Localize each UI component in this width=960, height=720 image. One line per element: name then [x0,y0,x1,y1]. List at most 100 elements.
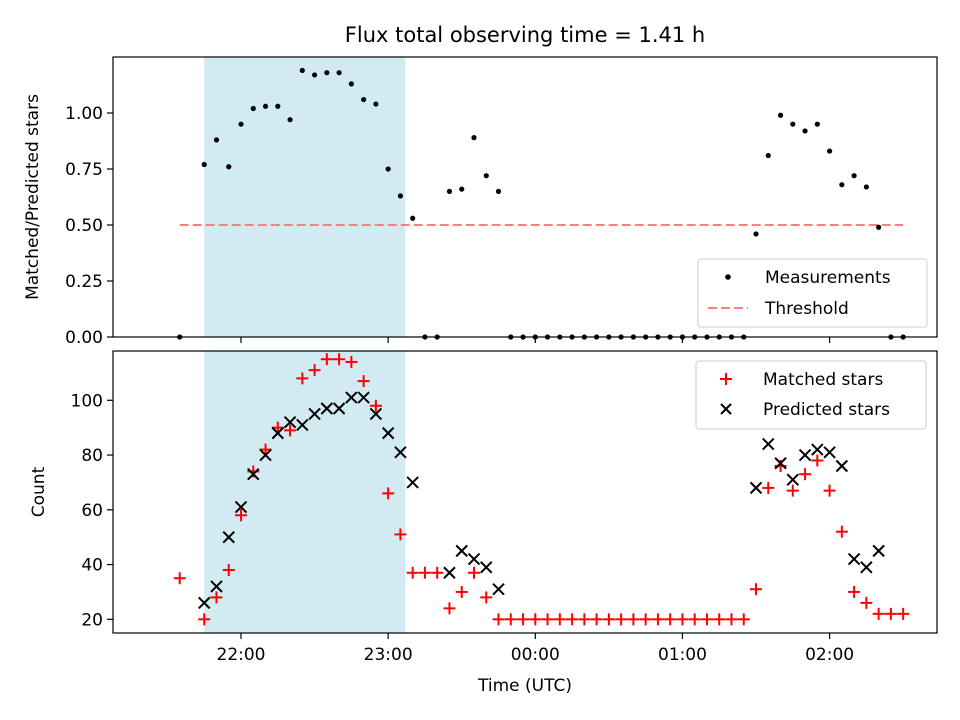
top-plot-frame [112,56,938,338]
matched-star-point [480,591,493,604]
measurement-point [287,117,293,123]
predicted-star-point [369,407,383,421]
predicted-star-point [234,500,248,514]
matched-star-point [639,613,652,626]
matched-star-point [676,613,689,626]
legend-measurements-marker [725,274,731,280]
matched-star-point [443,602,456,615]
measurement-point [213,137,220,143]
x-tick-label: 02:00 [805,645,854,665]
measurement-point [397,193,404,199]
matched-star-point [222,564,235,577]
measurement-point [299,67,305,74]
matched-star-point [713,613,726,626]
chart-title: Flux total observing time = 1.41 h [345,23,705,47]
measurement-point [802,128,808,134]
predicted-star-point [222,530,235,544]
predicted-star-point [247,467,260,481]
matched-star-point [872,607,885,620]
measurement-point [839,182,845,188]
matched-star-point [750,583,763,596]
matched-star-point [173,572,186,585]
matched-star-point [835,525,848,538]
predicted-star-point [345,391,358,404]
matched-star-point [529,613,542,626]
matched-star-point [345,355,358,368]
matched-star-point [762,481,775,494]
bottom-y-tick-label: 80 [81,446,103,466]
matched-star-point [492,613,505,626]
predicted-star-point [332,402,346,415]
bottom-legend: Matched stars Predicted stars [695,360,927,430]
predicted-star-point [283,415,297,429]
measurement-point [814,121,820,127]
top-y-tick-label: 0.75 [65,160,103,180]
matched-star-point [860,596,873,609]
matched-star-point [210,591,223,604]
predicted-star-point [786,473,800,486]
legend-measurements-label: Measurements [765,268,891,288]
predicted-star-point [210,580,223,593]
bottom-y-tick-label: 100 [71,391,103,411]
measurement-point [250,105,256,112]
bottom-plot-frame [112,350,938,634]
matched-star-point [884,607,897,620]
top-panel: Flux total observing time = 1.41 h 0.00 0… [23,23,938,348]
predicted-star-point [480,561,493,574]
predicted-star-point [357,391,370,404]
x-tick-label: 23:00 [364,645,413,665]
matched-star-point [406,566,419,579]
measurement-point [471,135,477,141]
bottom-y-axis-label: Count [29,466,49,517]
matched-star-point [566,613,579,626]
matched-star-point [578,613,591,626]
predicted-star-point [443,566,456,579]
matched-star-point [259,443,272,456]
matched-star-point [688,613,701,626]
measurement-point [777,112,784,118]
legend-matched-marker [720,373,732,385]
predicted-star-point [406,476,419,489]
matched-star-point [504,613,517,626]
matched-star-point [823,484,836,497]
matched-star-point [541,613,554,626]
matched-star-point [602,613,615,626]
matched-star-point [651,613,664,626]
matched-star-point [235,509,248,522]
bottom-y-tick-label: 20 [81,610,103,630]
matched-star-point [431,566,444,579]
legend-predicted-marker [720,403,732,415]
matched-star-point [517,613,530,626]
measurement-point [373,101,379,107]
legend-threshold-label: Threshold [764,299,849,319]
predicted-star-point [811,443,824,456]
predicted-star-point [394,446,407,459]
measurement-point [765,152,771,159]
matched-star-point [198,613,211,626]
measurement-point [826,148,833,154]
matched-star-point [296,372,309,385]
top-legend: Measurements Threshold [697,258,928,328]
legend-predicted-label: Predicted stars [763,400,890,420]
measurement-point [311,72,318,78]
measurement-point [495,188,502,194]
predicted-star-point [860,561,873,574]
matched-star-point [700,613,713,626]
matched-star-point [897,607,910,620]
measurement-point [201,161,207,168]
top-y-tick-label: 0.25 [65,272,103,292]
predicted-star-point [198,596,211,610]
predicted-star-point [798,448,812,462]
matched-star-point [394,528,407,541]
matched-star-point [357,375,370,388]
matched-star-point [553,613,566,626]
measurement-point [863,184,869,190]
x-tick-label: 01:00 [658,645,707,665]
matched-star-point [799,468,812,481]
measurement-point [753,231,759,237]
predicted-star-point [296,418,309,432]
measurement-point [790,121,796,127]
matched-star-point [271,421,284,434]
predicted-star-point [835,459,849,473]
